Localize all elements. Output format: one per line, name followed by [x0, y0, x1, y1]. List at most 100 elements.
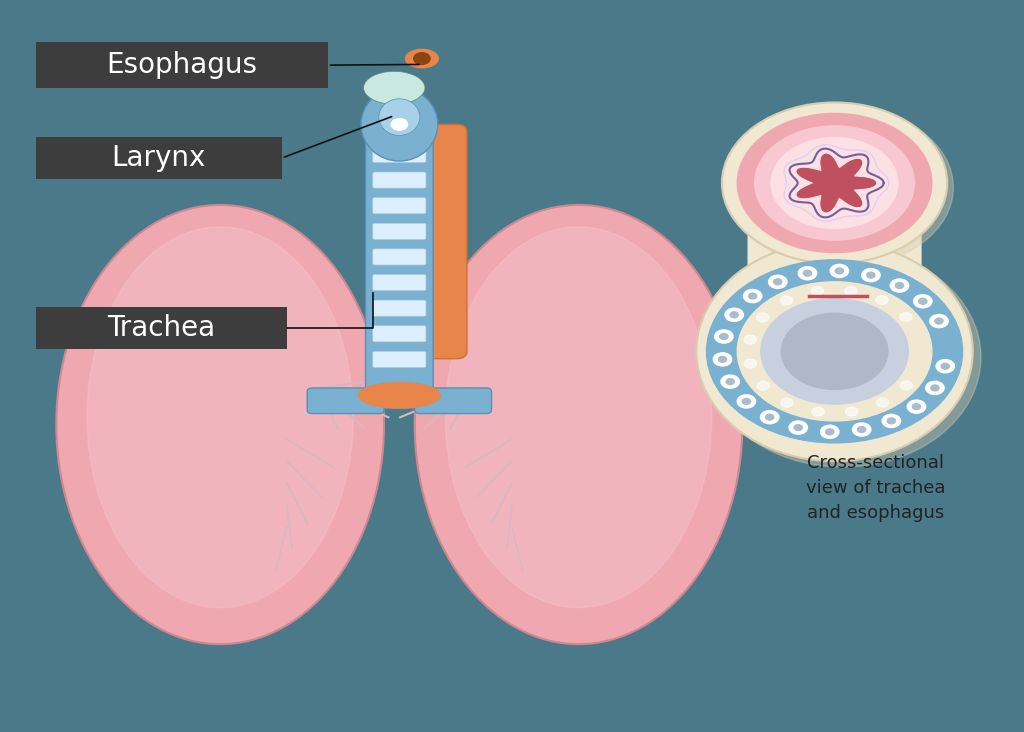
Ellipse shape — [728, 107, 953, 268]
FancyBboxPatch shape — [36, 42, 328, 88]
FancyBboxPatch shape — [373, 274, 426, 291]
Text: Esophagus: Esophagus — [106, 51, 257, 79]
Circle shape — [771, 138, 898, 228]
Circle shape — [935, 318, 943, 324]
Ellipse shape — [364, 72, 425, 105]
FancyBboxPatch shape — [373, 326, 426, 342]
Circle shape — [755, 126, 914, 240]
Circle shape — [780, 296, 793, 305]
Circle shape — [766, 414, 774, 420]
Circle shape — [774, 279, 782, 285]
FancyBboxPatch shape — [307, 388, 384, 414]
Circle shape — [890, 279, 908, 292]
Circle shape — [761, 299, 908, 404]
FancyBboxPatch shape — [373, 198, 426, 214]
Circle shape — [721, 375, 739, 388]
Circle shape — [795, 425, 803, 430]
Circle shape — [845, 287, 857, 296]
Ellipse shape — [361, 88, 438, 161]
Circle shape — [941, 363, 949, 369]
Circle shape — [846, 407, 858, 416]
FancyBboxPatch shape — [373, 172, 426, 188]
Ellipse shape — [87, 227, 353, 608]
Ellipse shape — [56, 205, 384, 644]
Circle shape — [790, 421, 808, 434]
FancyBboxPatch shape — [373, 121, 426, 137]
Polygon shape — [798, 154, 876, 212]
Circle shape — [725, 308, 743, 321]
Circle shape — [861, 269, 880, 282]
Ellipse shape — [722, 102, 947, 264]
Circle shape — [749, 293, 757, 299]
Text: Cross-sectional
view of trachea
and esophagus: Cross-sectional view of trachea and esop… — [806, 454, 945, 522]
FancyBboxPatch shape — [373, 249, 426, 265]
Ellipse shape — [445, 227, 712, 608]
Circle shape — [391, 119, 408, 130]
Circle shape — [926, 381, 944, 395]
Circle shape — [726, 378, 734, 384]
Circle shape — [742, 398, 751, 404]
Circle shape — [882, 414, 900, 427]
Circle shape — [737, 113, 932, 253]
Circle shape — [757, 313, 769, 322]
Ellipse shape — [415, 205, 742, 644]
Circle shape — [769, 275, 787, 288]
Circle shape — [852, 423, 870, 436]
Circle shape — [781, 398, 794, 407]
Circle shape — [744, 359, 757, 368]
FancyBboxPatch shape — [36, 307, 287, 349]
Ellipse shape — [705, 247, 981, 467]
Circle shape — [720, 334, 728, 340]
Circle shape — [930, 315, 948, 328]
Circle shape — [744, 335, 757, 344]
Circle shape — [414, 53, 430, 64]
Circle shape — [757, 381, 769, 390]
FancyBboxPatch shape — [415, 388, 492, 414]
Ellipse shape — [379, 99, 420, 135]
Circle shape — [936, 359, 954, 373]
Circle shape — [900, 313, 912, 321]
Circle shape — [743, 289, 762, 302]
FancyBboxPatch shape — [373, 146, 426, 163]
FancyBboxPatch shape — [748, 223, 922, 282]
FancyBboxPatch shape — [36, 137, 282, 179]
Circle shape — [876, 296, 888, 305]
Circle shape — [811, 287, 823, 296]
Circle shape — [887, 418, 895, 424]
Circle shape — [799, 266, 817, 280]
Polygon shape — [798, 154, 876, 212]
Circle shape — [781, 313, 888, 389]
Circle shape — [737, 282, 932, 421]
Circle shape — [919, 299, 927, 305]
Circle shape — [812, 407, 824, 416]
FancyBboxPatch shape — [408, 124, 467, 359]
Text: Trachea: Trachea — [108, 314, 215, 342]
Circle shape — [715, 330, 733, 343]
Circle shape — [912, 404, 921, 410]
Circle shape — [804, 270, 812, 276]
Circle shape — [900, 381, 912, 389]
FancyBboxPatch shape — [366, 119, 433, 408]
Ellipse shape — [696, 242, 973, 461]
Circle shape — [730, 312, 738, 318]
FancyBboxPatch shape — [373, 351, 426, 367]
Circle shape — [761, 411, 779, 424]
Circle shape — [907, 400, 926, 414]
Circle shape — [719, 356, 727, 362]
Circle shape — [836, 268, 844, 274]
Circle shape — [830, 264, 849, 277]
Circle shape — [707, 260, 963, 443]
Circle shape — [825, 429, 834, 435]
Circle shape — [931, 385, 939, 391]
Circle shape — [820, 425, 839, 438]
Circle shape — [895, 283, 903, 288]
Circle shape — [877, 398, 889, 407]
Circle shape — [866, 272, 874, 278]
Circle shape — [857, 427, 865, 433]
Circle shape — [714, 353, 732, 366]
Ellipse shape — [406, 50, 438, 67]
Text: Larynx: Larynx — [112, 144, 206, 172]
FancyBboxPatch shape — [373, 223, 426, 239]
Circle shape — [737, 395, 756, 408]
Ellipse shape — [358, 382, 440, 408]
